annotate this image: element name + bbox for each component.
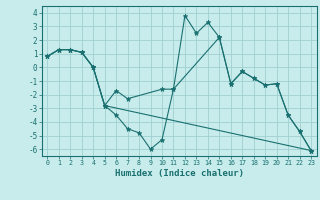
X-axis label: Humidex (Indice chaleur): Humidex (Indice chaleur) (115, 169, 244, 178)
